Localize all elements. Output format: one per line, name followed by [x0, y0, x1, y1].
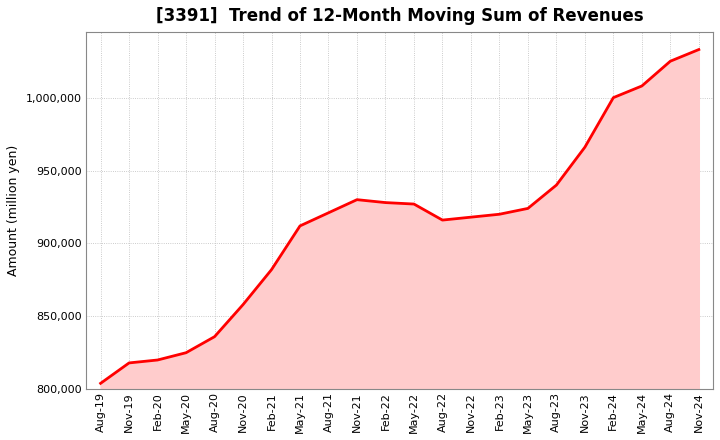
Y-axis label: Amount (million yen): Amount (million yen) [7, 145, 20, 276]
Title: [3391]  Trend of 12-Month Moving Sum of Revenues: [3391] Trend of 12-Month Moving Sum of R… [156, 7, 644, 25]
